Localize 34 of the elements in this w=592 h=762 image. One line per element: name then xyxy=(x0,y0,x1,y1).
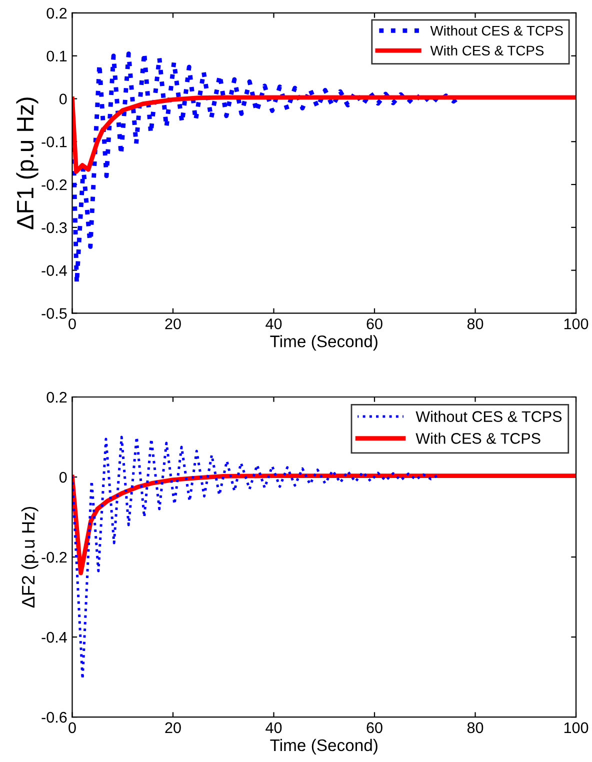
y-tick-label: -0.4 xyxy=(42,632,67,643)
y-tick-label: -0.5 xyxy=(42,308,67,319)
y-axis-title: ΔF2 (p.u Hz) xyxy=(21,506,38,608)
x-tick-label: 40 xyxy=(266,318,282,330)
x-tick-label: 100 xyxy=(564,722,588,734)
y-tick-label: 0.2 xyxy=(46,392,67,403)
y-tick-label: 0 xyxy=(59,94,67,104)
legend-label: With CES & TCPS xyxy=(430,45,544,56)
y-tick-label: 0.2 xyxy=(46,8,67,19)
y-tick-label: 0 xyxy=(59,472,67,483)
y-tick-label: -0.1 xyxy=(42,136,67,148)
y-tick-label: -0.2 xyxy=(42,179,67,190)
x-tick-label: 80 xyxy=(467,722,484,734)
y-tick-label: -0.2 xyxy=(42,552,67,563)
y-axis-title: ΔF1 (p.u Hz) xyxy=(16,98,38,230)
line-series xyxy=(72,95,576,174)
x-tick-label: 80 xyxy=(467,318,484,330)
legend-label: Without CES & TCPS xyxy=(416,410,562,422)
y-tick-label: -0.6 xyxy=(42,712,67,723)
x-axis-title: Time (Second) xyxy=(270,738,378,754)
x-tick-label: 20 xyxy=(165,318,181,330)
legend-label: Without CES & TCPS xyxy=(430,25,563,36)
x-tick-label: 100 xyxy=(564,318,588,330)
x-tick-label: 20 xyxy=(165,722,181,734)
y-tick-label: 0.1 xyxy=(46,50,67,62)
y-tick-label: -0.3 xyxy=(42,222,67,234)
x-tick-label: 0 xyxy=(68,318,76,330)
y-tick-label: -0.4 xyxy=(42,265,67,276)
x-tick-label: 60 xyxy=(366,722,382,734)
x-tick-label: 0 xyxy=(68,722,76,734)
x-axis-title: Time (Second) xyxy=(270,335,378,351)
x-tick-label: 60 xyxy=(366,318,382,330)
legend-label: With CES & TCPS xyxy=(416,432,540,444)
x-tick-label: 40 xyxy=(266,722,282,734)
